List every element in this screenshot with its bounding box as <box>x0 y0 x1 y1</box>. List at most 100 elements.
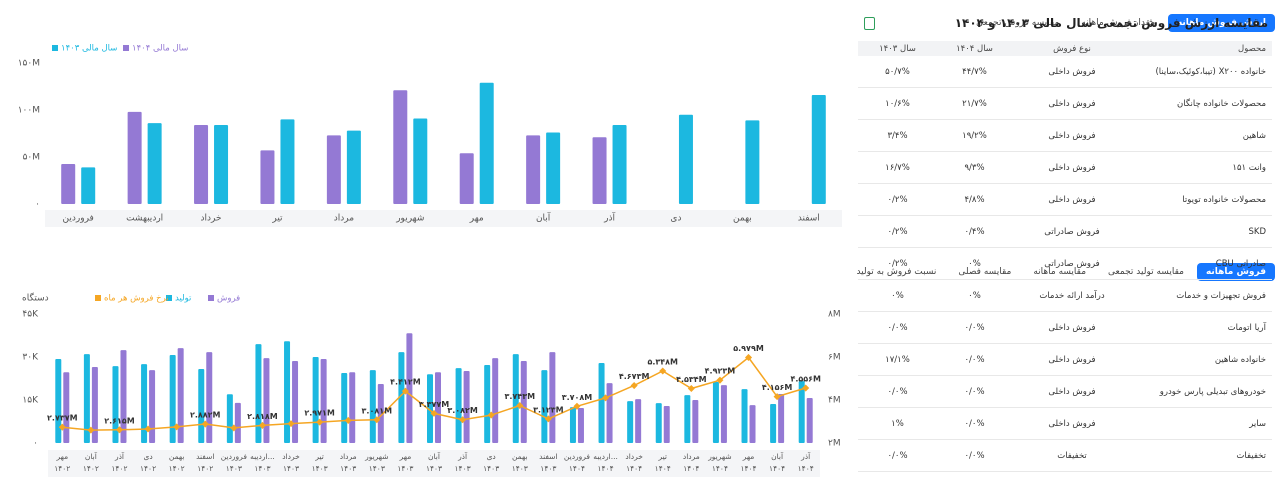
line-marker <box>87 426 95 434</box>
data-label: ۴.۶۷۳M <box>619 372 650 381</box>
bar <box>606 383 613 443</box>
table-cell: ۰/۰% <box>937 375 1012 408</box>
bar <box>206 352 213 443</box>
line-marker <box>401 387 409 395</box>
bar <box>292 361 299 443</box>
table-cell: ۴/۸% <box>937 183 1012 216</box>
data-label: ۳.۰۸۱M <box>362 406 393 415</box>
table-cell: صادراتی CBU <box>1132 247 1272 280</box>
export-icon[interactable] <box>864 17 875 30</box>
x-tick-label: اردیبه... <box>250 452 275 461</box>
x-tick-label: بهمن <box>733 214 752 224</box>
tab[interactable]: ارزش فروش ماهانه <box>1167 14 1275 32</box>
table-cell: فروش داخلی <box>1012 87 1132 120</box>
column-header[interactable]: سال ۱۴۰۳ <box>858 41 937 56</box>
x-tick-label: شهریور <box>395 214 424 224</box>
x-tick-label: فروردین <box>63 214 94 224</box>
bar <box>61 164 76 204</box>
table-cell: ۰/۴% <box>937 215 1012 248</box>
table-cell: ۰/۲% <box>858 183 937 216</box>
bar <box>627 401 634 443</box>
x-tick-year: ۱۴۰۲ <box>169 464 185 473</box>
bar <box>177 348 184 443</box>
table-cell: خودروهای تبدیلی پارس خودرو <box>1132 375 1272 408</box>
line-marker <box>744 353 753 361</box>
bar <box>720 385 727 443</box>
bar <box>120 350 127 443</box>
bar <box>280 119 295 204</box>
y-tick-label: ۳۰K <box>22 353 39 363</box>
bar <box>435 372 441 443</box>
bar <box>541 370 548 443</box>
data-label: ۵.۳۴۸M <box>647 358 678 367</box>
bar <box>741 389 748 443</box>
y-tick-label: ۴۵K <box>22 310 39 320</box>
y2-tick-label: ۴M <box>828 396 841 406</box>
table-cell: ۳/۴% <box>858 119 937 152</box>
table-cell: محصولات خانواده تویوتا <box>1132 183 1272 216</box>
bar <box>811 94 826 204</box>
table-cell: ۱% <box>858 407 937 440</box>
line-marker <box>144 425 152 433</box>
bar <box>798 381 805 443</box>
tab[interactable]: مقایسه فروش تجمعی <box>976 18 1060 28</box>
line-marker <box>373 416 381 424</box>
x-tick-year: ۱۴۰۲ <box>140 464 156 473</box>
line-marker <box>573 402 581 410</box>
bar <box>406 333 413 443</box>
x-tick-label: فروردین <box>564 452 591 461</box>
x-tick-year: ۱۴۰۴ <box>597 464 613 473</box>
x-tick-label: آذر <box>800 451 811 461</box>
table-cell: ۰% <box>858 279 937 312</box>
bar <box>684 395 691 443</box>
bar <box>346 130 361 204</box>
column-header[interactable]: سال ۱۴۰۴ <box>937 41 1012 56</box>
x-tick-label: شهریور <box>364 452 388 461</box>
x-tick-label: آذر <box>114 451 125 461</box>
x-tick-year: ۱۴۰۳ <box>254 464 270 473</box>
data-label: ۳.۰۸۲M <box>447 406 478 415</box>
bar <box>678 114 693 204</box>
line-marker <box>430 409 438 417</box>
bar <box>377 383 384 443</box>
x-tick-year: ۱۴۰۳ <box>483 464 499 473</box>
tab[interactable]: مقدار فروش ماهانه <box>1081 18 1155 28</box>
column-header: محصول <box>1132 41 1272 56</box>
data-label: ۳.۳۷۷M <box>419 400 450 409</box>
data-label: ۲.۹۷۱M <box>304 409 335 418</box>
line-marker <box>630 381 638 390</box>
table-cell: فروش داخلی <box>1012 311 1132 344</box>
bar <box>393 90 408 204</box>
table-row: آریا اتومات فروش داخلی ۰/۰% ۰/۰% <box>858 311 1272 344</box>
line-marker <box>516 401 524 410</box>
bar <box>214 125 229 204</box>
bar <box>91 367 98 443</box>
bar <box>459 153 474 204</box>
data-label: ۲.۸۱۸M <box>247 412 278 421</box>
bar <box>492 358 499 443</box>
table-row: شاهین فروش داخلی ۱۹/۲% ۳/۴% <box>858 119 1272 152</box>
bar <box>455 368 462 443</box>
table-row: وانت ۱۵۱ فروش داخلی ۹/۳% ۱۶/۷% <box>858 151 1272 184</box>
bar <box>463 371 470 443</box>
bar <box>141 364 148 443</box>
x-tick-year: ۱۴۰۳ <box>283 464 299 473</box>
bar <box>312 357 319 443</box>
legend-swatch <box>166 295 172 301</box>
tab-bar: ارزش فروش ماهانه مقدار فروش ماهانه مقایسه … <box>967 14 1275 32</box>
x-tick-year: ۱۴۰۳ <box>540 464 556 473</box>
bar <box>745 120 760 204</box>
data-label: ۲.۷۳۷M <box>47 414 78 423</box>
bar <box>226 394 233 443</box>
table-cell: فروش داخلی <box>1012 375 1132 408</box>
x-tick-year: ۱۴۰۲ <box>111 464 127 473</box>
table-cell: شاهین <box>1132 119 1272 152</box>
table: محصول نوع فروش سال ۱۴۰۴ سال ۱۴۰۳ خانواده X۲۰… <box>858 41 1272 472</box>
data-label: ۴.۴۱۲M <box>390 378 421 387</box>
bar <box>147 123 162 204</box>
y-tick-label: ۰ <box>33 439 38 449</box>
x-tick-label: مرداد <box>683 452 700 461</box>
line-marker <box>201 420 209 428</box>
x-tick-label: فروردین <box>221 452 248 461</box>
line-marker <box>58 423 66 431</box>
